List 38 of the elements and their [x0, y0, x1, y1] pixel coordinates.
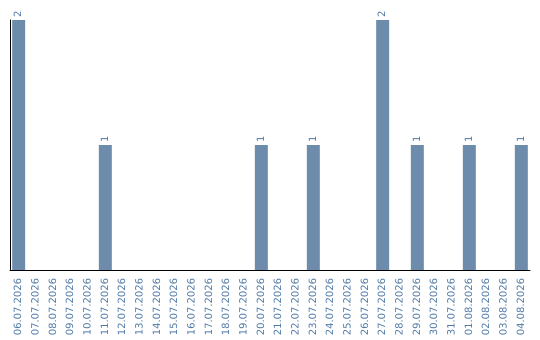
x-tick-label: 17.07.2026: [204, 278, 215, 336]
x-tick-label: 04.08.2026: [516, 278, 527, 336]
x-tick-label: 22.07.2026: [290, 278, 302, 336]
x-tick-label: 15.07.2026: [169, 278, 180, 336]
x-tick-label: 27.07.2026: [377, 278, 388, 336]
x-tick-label: 01.08.2026: [464, 278, 475, 336]
x-tick-label: 29.07.2026: [412, 278, 423, 336]
x-tick-label: 07.07.2026: [30, 278, 42, 336]
x-tick-label: 13.07.2026: [134, 278, 146, 336]
data-label: 1: [464, 136, 475, 142]
x-tick-label: 23.07.2026: [308, 278, 319, 336]
data-label: 1: [100, 136, 111, 142]
x-tick-label: 26.07.2026: [360, 278, 371, 336]
data-label: 1: [412, 136, 423, 142]
x-tick-label: 08.07.2026: [48, 278, 59, 336]
x-tick-label: 06.07.2026: [13, 278, 24, 336]
data-label: 2: [377, 10, 388, 17]
x-tick-label: 09.07.2026: [65, 278, 76, 336]
x-tick-label: 28.07.2026: [394, 278, 406, 336]
x-tick-label: 12.07.2026: [117, 278, 128, 336]
x-tick-label: 16.07.2026: [186, 278, 198, 336]
x-tick-label: 31.07.2026: [446, 278, 458, 336]
data-label: 1: [516, 136, 527, 142]
data-label: 1: [256, 136, 267, 142]
x-tick-label: 19.07.2026: [238, 278, 250, 336]
x-tick-label: 11.07.2026: [100, 278, 111, 336]
x-tick-label: 25.07.2026: [342, 278, 354, 336]
data-label: 2: [13, 10, 24, 17]
x-tick-label: 18.07.2026: [221, 278, 232, 336]
x-tick-label: 21.07.2026: [273, 278, 284, 336]
x-tick-label: 30.07.2026: [429, 278, 440, 336]
x-tick-label: 14.07.2026: [152, 278, 163, 336]
x-tick-label: 24.07.2026: [325, 278, 336, 336]
x-tick-label: 20.07.2026: [256, 278, 267, 336]
data-label: 1: [308, 136, 319, 142]
x-tick-label: 03.08.2026: [498, 278, 510, 336]
x-tick-label: 10.07.2026: [82, 278, 94, 336]
x-tick-label: 02.08.2026: [481, 278, 492, 336]
